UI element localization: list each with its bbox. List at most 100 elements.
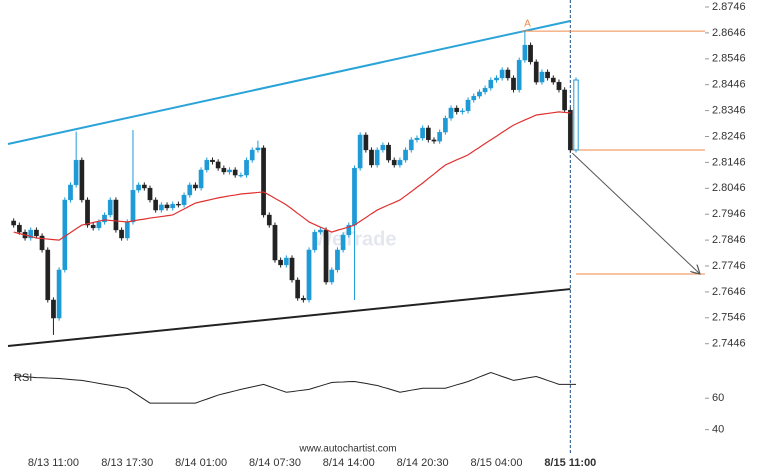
candle-body bbox=[346, 224, 352, 236]
rsi-line bbox=[13, 372, 576, 404]
y-tick-label: 40 bbox=[712, 424, 724, 436]
candle-body bbox=[505, 69, 511, 79]
y-tick-label: 2.7946 bbox=[712, 208, 746, 220]
candle-body bbox=[17, 224, 22, 233]
candle-body bbox=[11, 220, 17, 226]
trend-line bbox=[7, 20, 571, 145]
candle-body bbox=[85, 199, 90, 226]
candle-body bbox=[119, 229, 124, 239]
candle-body bbox=[255, 147, 261, 151]
candle-body bbox=[181, 194, 187, 206]
y-tick-label: 2.8146 bbox=[712, 156, 746, 168]
candle-body bbox=[193, 184, 198, 189]
y-tick-label: 2.8646 bbox=[712, 27, 746, 39]
candle-body bbox=[238, 174, 244, 177]
trend-line bbox=[7, 288, 571, 348]
candle-body bbox=[323, 229, 329, 283]
candle-body bbox=[357, 134, 363, 169]
candle-body bbox=[533, 61, 539, 83]
candle-body bbox=[164, 204, 170, 209]
candle-body bbox=[295, 279, 301, 299]
candle-body bbox=[170, 203, 176, 209]
candle-body bbox=[386, 144, 391, 161]
candle-body bbox=[318, 229, 323, 233]
candle-body bbox=[147, 187, 153, 201]
candle-body bbox=[528, 44, 533, 63]
watermark: WeTrade bbox=[314, 228, 397, 250]
y-tick-label: 2.7646 bbox=[712, 286, 746, 298]
forecast-arrow bbox=[571, 152, 700, 274]
candle-body bbox=[244, 159, 249, 176]
candle-body bbox=[266, 214, 272, 226]
candle-body bbox=[539, 71, 545, 83]
candle-body bbox=[39, 235, 45, 251]
candle-body bbox=[408, 139, 414, 151]
candle-body bbox=[335, 249, 340, 271]
candle-body bbox=[34, 229, 39, 237]
x-tick-label: 8/13 11:00 bbox=[28, 457, 79, 469]
candle-body bbox=[454, 107, 460, 113]
candle-body bbox=[198, 169, 204, 189]
y-tick-label: 2.8046 bbox=[712, 182, 746, 194]
candle-body bbox=[516, 59, 522, 91]
candle-body bbox=[261, 147, 266, 216]
candle-body bbox=[545, 71, 550, 79]
candle-body bbox=[499, 69, 505, 79]
x-tick-label: 8/15 11:00 bbox=[544, 457, 596, 469]
x-tick-label: 8/14 01:00 bbox=[175, 457, 227, 469]
candle-body bbox=[482, 87, 488, 93]
candle-body bbox=[391, 159, 397, 166]
y-tick-label: 2.8446 bbox=[712, 79, 746, 91]
candle-body bbox=[283, 257, 289, 266]
candle-body bbox=[414, 137, 420, 141]
candle-body bbox=[460, 110, 465, 113]
candle-body bbox=[477, 91, 482, 97]
candle-body bbox=[102, 214, 107, 223]
pattern-label: A bbox=[524, 19, 531, 30]
candle-body bbox=[352, 167, 357, 226]
x-tick-label: 8/14 14:00 bbox=[323, 457, 375, 469]
candle-body bbox=[176, 203, 181, 206]
candle-body bbox=[403, 149, 408, 161]
candle-body bbox=[79, 159, 85, 201]
candle-body bbox=[329, 269, 335, 283]
candle-body bbox=[289, 257, 295, 281]
y-tick-label: 2.8346 bbox=[712, 105, 746, 117]
candle-body bbox=[130, 189, 136, 223]
y-tick-label: 2.8246 bbox=[712, 130, 746, 142]
candle-body bbox=[301, 297, 306, 301]
candle-body bbox=[567, 109, 573, 151]
y-tick-label: 60 bbox=[712, 392, 724, 404]
candle-body bbox=[221, 167, 227, 173]
candle-body bbox=[494, 77, 499, 81]
pane-title: RSI bbox=[14, 372, 32, 384]
candle-body bbox=[431, 139, 437, 142]
x-tick-label: 8/13 17:30 bbox=[101, 457, 153, 469]
candle-body bbox=[141, 184, 147, 189]
candle-body bbox=[232, 169, 238, 176]
candle-body bbox=[374, 149, 380, 166]
candle-body bbox=[113, 199, 119, 231]
candle-body bbox=[107, 199, 113, 216]
candle-body bbox=[96, 221, 102, 229]
candle-body bbox=[56, 269, 62, 319]
candle-body bbox=[556, 81, 562, 91]
candle-body bbox=[363, 134, 369, 151]
candle-body bbox=[204, 159, 210, 171]
candle-body bbox=[562, 89, 567, 111]
candle-body bbox=[68, 184, 73, 201]
candle-body bbox=[136, 184, 141, 191]
candle-body bbox=[272, 224, 278, 261]
candle-body bbox=[448, 107, 454, 119]
candle-body bbox=[573, 79, 579, 151]
candle-body bbox=[278, 259, 283, 266]
candle-body bbox=[90, 224, 96, 229]
candle-body bbox=[550, 77, 556, 83]
x-tick-label: 8/14 07:30 bbox=[249, 457, 301, 469]
candle-body bbox=[215, 161, 221, 169]
moving-average bbox=[13, 111, 571, 241]
candle-body bbox=[249, 149, 255, 161]
y-tick-label: 2.7846 bbox=[712, 234, 746, 246]
candle-body bbox=[380, 144, 386, 151]
